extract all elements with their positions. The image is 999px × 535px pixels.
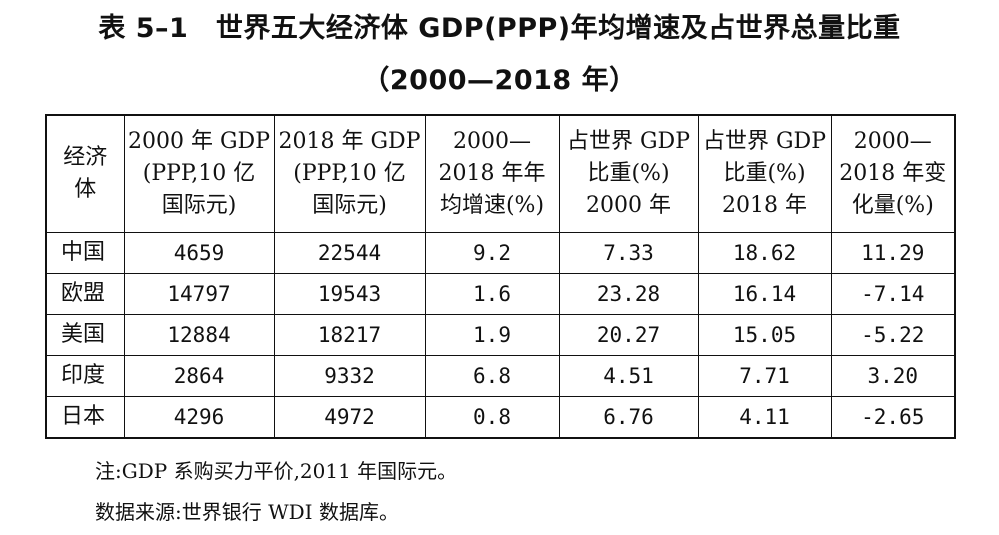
cell-gdp-2018: 22544 [273, 232, 426, 274]
cell-share-2018: 18.62 [697, 232, 832, 274]
cell-annual-growth: 0.8 [424, 396, 560, 439]
row-economy-name: 欧盟 [45, 273, 125, 315]
table-title: 表 5–1 世界五大经济体 GDP(PPP)年均增速及占世界总量比重 [98, 13, 901, 44]
cell-share-2018: 4.11 [697, 396, 832, 439]
cell-annual-growth: 6.8 [424, 355, 560, 397]
cell-share-change: 11.29 [830, 232, 956, 274]
cell-gdp-2000: 4659 [123, 232, 275, 274]
row-economy-name: 印度 [45, 355, 125, 397]
table-row: 欧盟 14797 19543 1.6 23.28 16.14 -7.14 [45, 273, 956, 315]
cell-share-2000: 23.28 [558, 273, 699, 315]
table-row: 中国 4659 22544 9.2 7.33 18.62 11.29 [45, 232, 956, 274]
table-row: 日本 4296 4972 0.8 6.76 4.11 -2.65 [45, 396, 956, 439]
header-gdp-2000: 2000 年 GDP (PPP,10 亿 国际元) [123, 114, 275, 233]
cell-gdp-2018: 18217 [273, 314, 426, 356]
cell-share-change: 3.20 [830, 355, 956, 397]
cell-share-change: -5.22 [830, 314, 956, 356]
cell-gdp-2018: 4972 [273, 396, 426, 439]
table-note: 注:GDP 系购买力平价,2011 年国际元。 [95, 459, 458, 483]
cell-share-change: -7.14 [830, 273, 956, 315]
header-share-2000: 占世界 GDP 比重(%) 2000 年 [558, 114, 699, 233]
cell-share-2018: 15.05 [697, 314, 832, 356]
cell-share-2000: 20.27 [558, 314, 699, 356]
row-economy-name: 中国 [45, 232, 125, 274]
cell-annual-growth: 1.9 [424, 314, 560, 356]
gdp-table: 经济 体 2000 年 GDP (PPP,10 亿 国际元) 2018 年 GD… [45, 114, 956, 439]
row-economy-name: 日本 [45, 396, 125, 439]
cell-gdp-2018: 9332 [273, 355, 426, 397]
cell-share-2000: 7.33 [558, 232, 699, 274]
data-source-note: 数据来源:世界银行 WDI 数据库。 [95, 500, 399, 524]
row-economy-name: 美国 [45, 314, 125, 356]
cell-share-2018: 16.14 [697, 273, 832, 315]
cell-annual-growth: 9.2 [424, 232, 560, 274]
cell-share-2000: 6.76 [558, 396, 699, 439]
cell-share-change: -2.65 [830, 396, 956, 439]
cell-share-2000: 4.51 [558, 355, 699, 397]
header-annual-growth: 2000— 2018 年年 均增速(%) [424, 114, 560, 233]
cell-annual-growth: 1.6 [424, 273, 560, 315]
header-gdp-2018: 2018 年 GDP (PPP,10 亿 国际元) [273, 114, 426, 233]
cell-gdp-2000: 12884 [123, 314, 275, 356]
table-row: 印度 2864 9332 6.8 4.51 7.71 3.20 [45, 355, 956, 397]
cell-gdp-2018: 19543 [273, 273, 426, 315]
cell-gdp-2000: 4296 [123, 396, 275, 439]
cell-gdp-2000: 14797 [123, 273, 275, 315]
cell-share-2018: 7.71 [697, 355, 832, 397]
table-header-row: 经济 体 2000 年 GDP (PPP,10 亿 国际元) 2018 年 GD… [45, 114, 956, 233]
table-subtitle-years: （2000—2018 年） [362, 65, 637, 96]
cell-gdp-2000: 2864 [123, 355, 275, 397]
table-row: 美国 12884 18217 1.9 20.27 15.05 -5.22 [45, 314, 956, 356]
header-share-change: 2000— 2018 年变 化量(%) [830, 114, 956, 233]
header-economy: 经济 体 [45, 114, 125, 233]
header-share-2018: 占世界 GDP 比重(%) 2018 年 [697, 114, 832, 233]
